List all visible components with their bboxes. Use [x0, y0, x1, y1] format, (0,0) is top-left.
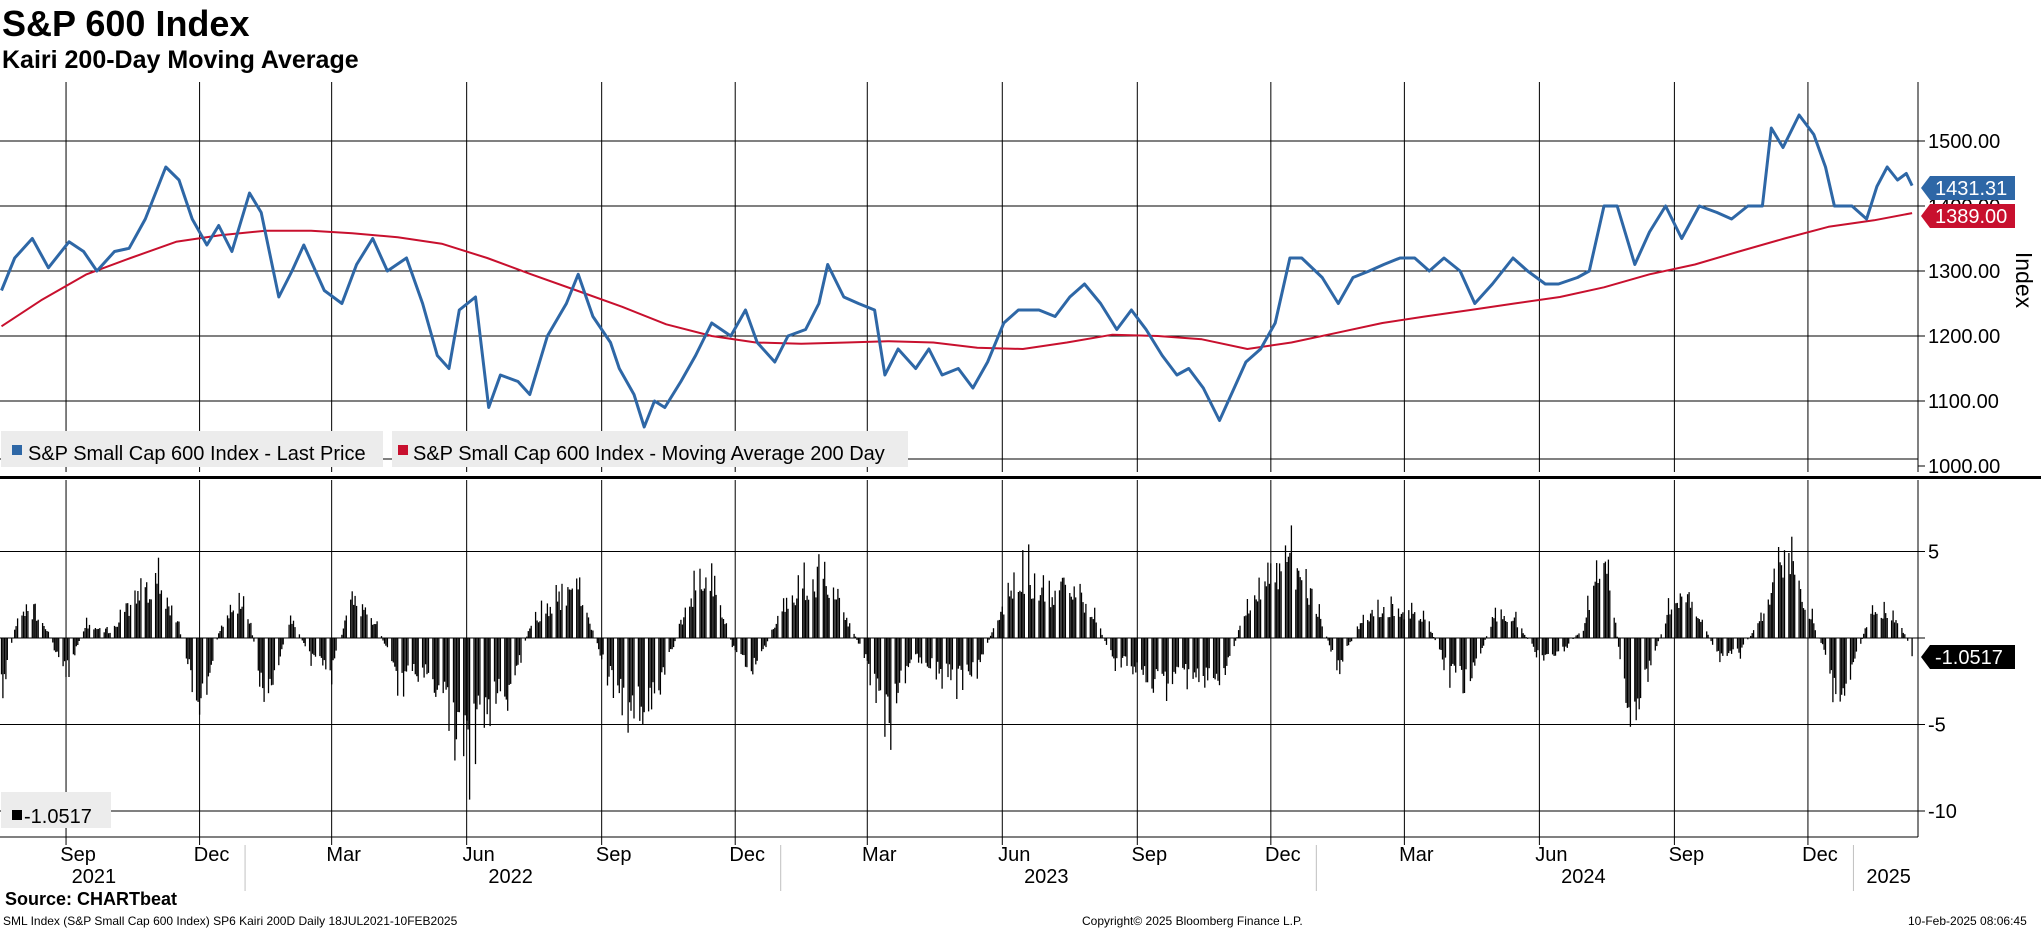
footer-copyright: Copyright© 2025 Bloomberg Finance L.P.: [1082, 914, 1303, 928]
y-tick-label: 1200.00: [1928, 326, 2000, 348]
x-tick-label-month: Sep: [1669, 844, 1705, 866]
x-tick-label-year: 2022: [488, 866, 533, 888]
legend-label-ma: S&P Small Cap 600 Index - Moving Average…: [413, 443, 885, 465]
frame-layer: [0, 82, 2041, 891]
y-tick-label: 1500.00: [1928, 131, 2000, 153]
x-tick-label-month: Sep: [60, 844, 96, 866]
x-tick-label-month: Jun: [1535, 844, 1567, 866]
legend-swatch-ma: [398, 445, 408, 455]
x-tick-label-month: Dec: [194, 844, 230, 866]
x-tick-label-month: Mar: [1399, 844, 1434, 866]
x-tick-label-month: Jun: [463, 844, 495, 866]
moving-average-line: [0, 212, 1913, 350]
legend-swatch-kairi: [12, 810, 22, 820]
kairi-bars: [0, 525, 1913, 800]
x-tick-label-month: Mar: [862, 844, 897, 866]
x-tick-label-month: Dec: [1265, 844, 1301, 866]
y-tick-label: 5: [1928, 542, 1939, 564]
x-tick-label-month: Sep: [1132, 844, 1168, 866]
x-tick-label-year: 2024: [1561, 866, 1606, 888]
x-tick-label-month: Dec: [729, 844, 765, 866]
y-tick-label: 1300.00: [1928, 261, 2000, 283]
legend-box-price: [1, 431, 383, 467]
ma-layer: [0, 212, 1913, 350]
footer-left: SML Index (S&P Small Cap 600 Index) SP6 …: [3, 914, 458, 928]
ma-last-badge: [1921, 204, 2015, 228]
price-layer: [0, 113, 1914, 429]
source-note: Source: CHARTbeat: [5, 889, 178, 909]
x-tick-label-year: 2025: [1866, 866, 1911, 888]
x-tick-label-year: 2023: [1024, 866, 1069, 888]
y-tick-label: 1100.00: [1928, 391, 1999, 413]
axis-labels: Sep Dec Mar Jun Sep Dec Mar Jun Sep Dec Mar Jun Sep D…: [60, 131, 2037, 888]
price-last-badge-text: 1431.31: [1935, 178, 2007, 200]
legend-swatch-price: [12, 445, 22, 455]
legend-label-price: S&P Small Cap 600 Index - Last Price: [28, 443, 366, 465]
footer-timestamp: 10-Feb-2025 08:06:45: [1908, 914, 2027, 928]
legend-layer: S&P Small Cap 600 Index - Last Price S&P …: [1, 431, 908, 828]
legend-label-kairi: -1.0517: [24, 806, 92, 828]
kairi-last-badge-text: -1.0517: [1935, 647, 2003, 669]
y-tick-label: -10: [1928, 801, 1957, 823]
x-tick-label-year: 2021: [72, 866, 117, 888]
y-tick-label: 1000.00: [1928, 456, 2000, 478]
x-tick-label-month: Jun: [998, 844, 1030, 866]
chart-subtitle: Kairi 200-Day Moving Average: [2, 46, 359, 74]
y-axis-title: Index: [2011, 252, 2037, 309]
kairi-last-badge: [1921, 645, 2015, 669]
legend-box-ma: [392, 431, 908, 467]
price-last-badge: [1921, 176, 2015, 200]
x-tick-label-month: Sep: [596, 844, 632, 866]
price-line: [0, 113, 1914, 429]
x-tick-label-month: Mar: [326, 844, 361, 866]
x-tick-label-month: Dec: [1802, 844, 1838, 866]
ma-last-badge-text: 1389.00: [1935, 206, 2007, 228]
panel-divider: [0, 476, 2041, 479]
top-panel-grid: [0, 82, 1918, 472]
chart-title: S&P 600 Index: [2, 3, 250, 44]
y-tick-label: -5: [1928, 715, 1946, 737]
